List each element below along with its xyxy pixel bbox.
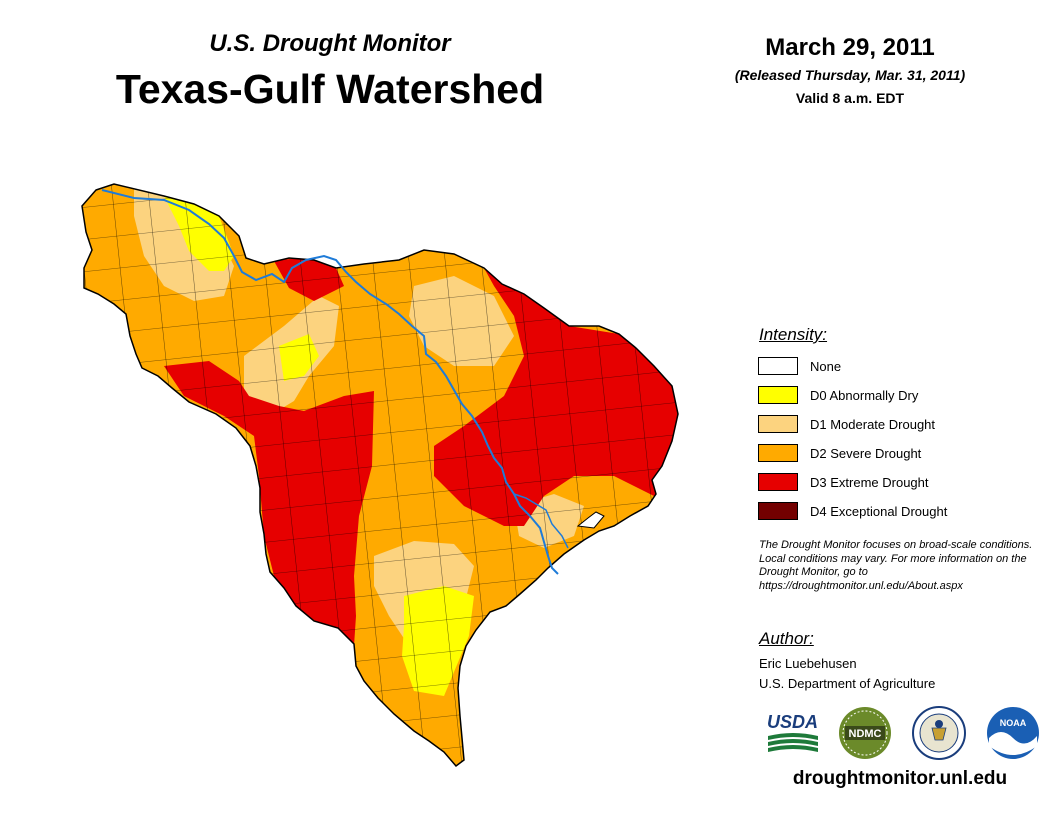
ndmc-logo-text: NDMC [849,728,882,740]
legend-label: None [810,358,842,374]
website-url[interactable]: droughtmonitor.unl.edu [792,768,1008,789]
usda-logo: USDA [767,712,818,752]
legend-label: D2 Severe Drought [810,445,922,461]
legend-swatch [758,502,798,520]
drought-map [81,183,679,768]
legend-swatch [758,357,798,375]
legend-item: D1 Moderate Drought [758,414,935,434]
author-name: Eric Luebehusen [759,656,857,671]
legend-swatch [758,386,798,404]
trinity-river [101,189,559,575]
legend-item: D0 Abnormally Dry [758,385,918,405]
map-date: March 29, 2011 [765,34,935,61]
legend-item: D2 Severe Drought [758,443,921,463]
valid-time: Valid 8 a.m. EDT [795,90,905,106]
author-organization: U.S. Department of Agriculture [759,676,936,691]
legend-label: D4 Exceptional Drought [810,503,948,519]
county-boundaries [82,184,678,766]
legend-item: D4 Exceptional Drought [758,501,947,521]
release-date: (Released Thursday, Mar. 31, 2011) [734,67,966,83]
map-subtitle: U.S. Drought Monitor [209,30,451,57]
commerce-seal-icon [912,706,966,760]
watershed-boundary [81,183,679,768]
ndmc-logo: NDMC [839,707,891,759]
noaa-logo-text: NOAA [1000,718,1027,728]
usda-logo-text: USDA [767,712,818,732]
map-title: Texas-Gulf Watershed [115,66,545,112]
legend-swatch [758,415,798,433]
legend-label: D3 Extreme Drought [810,474,929,490]
legend-swatch [758,473,798,491]
legend-label: D0 Abnormally Dry [810,387,919,403]
legend-item: D3 Extreme Drought [758,472,929,492]
disclaimer-note: The Drought Monitor focuses on broad-sca… [759,539,1033,592]
legend-heading: Intensity: [759,325,828,344]
noaa-logo: NOAA [987,707,1039,759]
legend-swatch [758,444,798,462]
legend-item: None [758,356,841,376]
galveston-bay [576,511,605,529]
author-heading: Author: [759,629,814,648]
river-tributary [513,493,569,549]
legend-label: D1 Moderate Drought [810,416,936,432]
